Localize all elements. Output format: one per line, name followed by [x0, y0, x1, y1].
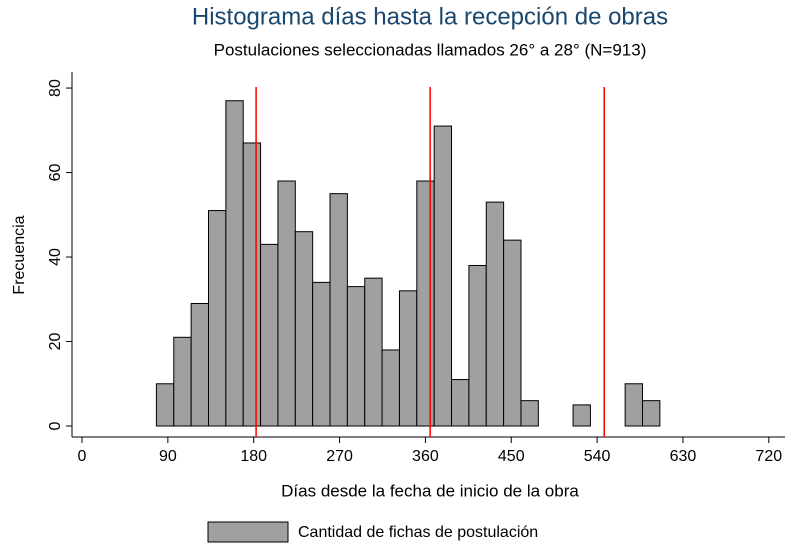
chart-subtitle: Postulaciones seleccionadas llamados 26°… [214, 40, 647, 59]
bar [381, 349, 400, 427]
x-tick-label: 720 [755, 448, 782, 465]
x-tick-label: 0 [78, 448, 87, 465]
bar [294, 231, 314, 427]
bar [312, 281, 331, 427]
bar [485, 201, 505, 427]
bar [277, 180, 296, 427]
chart-title: Histograma días hasta la recepción de ob… [192, 3, 668, 30]
bar [364, 277, 383, 427]
bar [572, 404, 591, 427]
legend-swatch [207, 521, 289, 543]
bar [624, 383, 643, 427]
y-tick-label: 40 [47, 248, 64, 266]
y-tick-label: 80 [47, 79, 64, 97]
x-axis-label: Días desde la fecha de inicio de la obra [281, 481, 579, 500]
x-tick-label: 540 [584, 448, 611, 465]
x-tick-label: 360 [412, 448, 439, 465]
bar [190, 303, 209, 427]
x-tick-label: 450 [498, 448, 525, 465]
bar [398, 290, 418, 427]
y-tick-label: 20 [47, 333, 64, 351]
bar [225, 100, 244, 427]
bar [503, 239, 522, 427]
bar [520, 400, 539, 427]
bar [416, 180, 435, 427]
x-tick-label: 630 [670, 448, 697, 465]
x-tick-label: 90 [159, 448, 177, 465]
y-tick-label: 60 [47, 164, 64, 182]
bar [207, 210, 227, 427]
bar [260, 243, 279, 427]
bar [451, 379, 470, 427]
bar [346, 286, 366, 427]
bar [433, 125, 453, 427]
x-tick-label: 180 [240, 448, 267, 465]
y-axis-label: Frecuencia [11, 215, 28, 294]
y-tick-label: 0 [47, 421, 64, 430]
bar [329, 193, 348, 427]
bar [155, 383, 175, 427]
x-tick-label: 270 [326, 448, 353, 465]
bar [242, 142, 262, 427]
bar [468, 264, 487, 427]
legend-label: Cantidad de fichas de postulación [298, 524, 538, 541]
bar [641, 400, 661, 427]
bar [173, 336, 192, 427]
